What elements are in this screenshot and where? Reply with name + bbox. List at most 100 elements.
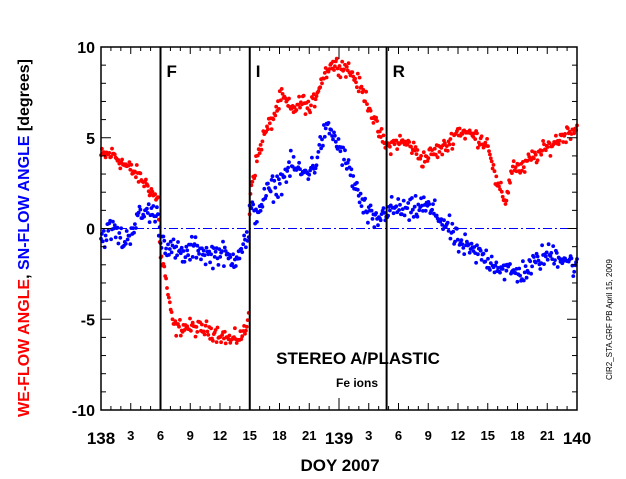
data-point [493, 263, 498, 268]
data-point [167, 300, 172, 305]
data-point [341, 145, 345, 150]
data-point [421, 209, 425, 213]
data-point [410, 196, 414, 200]
data-point [467, 128, 472, 133]
data-point [442, 218, 446, 223]
x-axis-label: DOY 2007 [300, 456, 379, 475]
data-point [557, 138, 562, 143]
data-point [314, 94, 319, 98]
data-point [313, 97, 318, 102]
data-point [410, 151, 414, 156]
data-point [202, 332, 207, 337]
data-point [312, 104, 317, 109]
data-point [336, 137, 341, 141]
data-point [260, 139, 265, 144]
data-point [392, 142, 397, 147]
x-tick-label: 18 [510, 428, 524, 443]
data-point [561, 140, 566, 144]
data-point [400, 207, 405, 212]
data-point [532, 255, 536, 259]
data-point [539, 152, 544, 157]
data-point [415, 148, 420, 152]
data-point [222, 329, 227, 334]
data-point [410, 207, 415, 212]
data-point [448, 236, 453, 241]
data-point [342, 67, 346, 72]
data-point [280, 92, 285, 96]
data-point [409, 144, 413, 149]
data-point [313, 166, 318, 171]
data-point [455, 226, 459, 231]
data-point [258, 143, 263, 147]
data-point [188, 257, 192, 262]
data-point [190, 255, 195, 259]
data-point [475, 243, 479, 248]
data-point [193, 235, 198, 240]
data-point [490, 166, 495, 171]
data-point [320, 137, 324, 142]
data-point [500, 194, 505, 199]
data-point [499, 189, 504, 194]
data-point [106, 228, 111, 233]
data-point [128, 167, 133, 172]
data-point [530, 264, 534, 269]
data-point [515, 279, 520, 284]
data-point [483, 259, 488, 264]
data-point [521, 278, 526, 283]
x-tick-label: 6 [157, 428, 164, 443]
data-point [103, 155, 108, 160]
x-tick-label: 139 [325, 429, 353, 448]
data-point [381, 133, 386, 138]
data-point [311, 92, 316, 97]
data-point [201, 248, 206, 253]
data-point [506, 190, 511, 195]
data-point [169, 250, 174, 255]
data-point [448, 137, 453, 141]
data-point [461, 246, 466, 250]
data-point [571, 274, 576, 278]
data-point [412, 204, 417, 209]
data-point [233, 326, 237, 331]
data-point [340, 163, 345, 168]
data-point [356, 89, 361, 94]
data-point [548, 254, 553, 258]
data-point [178, 333, 183, 338]
data-point [549, 251, 554, 255]
data-point [308, 110, 312, 115]
data-point [407, 140, 412, 144]
data-point [241, 242, 246, 247]
y-axis-label-we-flow: WE-FLOW ANGLE [16, 279, 33, 417]
data-point [497, 184, 501, 189]
data-point [528, 259, 533, 264]
data-point [286, 165, 290, 170]
data-point [355, 71, 360, 76]
data-point [259, 147, 264, 152]
data-point [306, 177, 311, 182]
data-point [467, 250, 472, 255]
data-point [142, 214, 147, 219]
y-axis-label-sn-flow: SN-FLOW ANGLE [16, 135, 33, 270]
data-point [337, 64, 342, 68]
data-point [206, 333, 211, 337]
data-point [359, 204, 364, 209]
data-point [494, 260, 499, 265]
y-axis-label: WE-FLOW ANGLE, SN-FLOW ANGLE [degrees] [16, 59, 33, 417]
data-point [554, 251, 559, 255]
data-point [287, 160, 291, 165]
data-point [371, 121, 376, 125]
data-point [363, 196, 367, 201]
data-point [212, 255, 217, 259]
data-point [431, 202, 435, 207]
data-point [488, 156, 493, 161]
data-point [145, 184, 150, 188]
data-point [479, 258, 484, 262]
data-point [494, 174, 499, 179]
data-point [324, 75, 329, 80]
data-point [103, 233, 108, 238]
data-point [182, 259, 187, 264]
data-point [406, 201, 411, 205]
data-point [109, 237, 113, 242]
data-point [186, 253, 191, 258]
data-point [443, 141, 447, 146]
